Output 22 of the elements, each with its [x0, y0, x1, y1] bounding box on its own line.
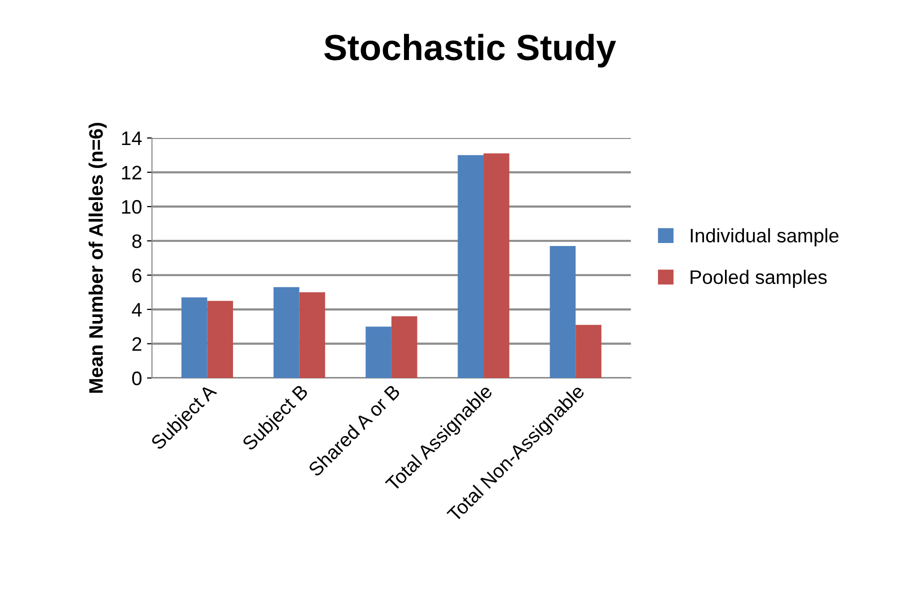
- bar: [274, 287, 300, 378]
- bar: [366, 326, 392, 378]
- bar: [207, 300, 234, 378]
- y-tick-label: 14: [122, 132, 142, 146]
- y-tick-label: 8: [132, 234, 142, 248]
- chart-title: Stochastic Study: [324, 34, 616, 68]
- bar: [576, 324, 602, 378]
- bar: [484, 153, 510, 378]
- bar: [299, 292, 326, 378]
- legend-label: Individual sample: [690, 228, 838, 246]
- legend-label: Pooled samples: [690, 270, 827, 288]
- y-tick-label: 10: [122, 200, 142, 214]
- y-tick-label: 0: [132, 371, 142, 386]
- bar: [391, 316, 418, 378]
- y-tick-label: 2: [132, 337, 142, 351]
- bar: [181, 297, 208, 378]
- bar: [550, 246, 576, 378]
- bar: [458, 155, 484, 378]
- y-tick-label: 4: [132, 303, 142, 316]
- y-axis-title: Mean Number of Alleles (n=6): [88, 122, 107, 393]
- y-tick-label: 6: [132, 268, 142, 282]
- y-tick-label: 12: [122, 166, 142, 180]
